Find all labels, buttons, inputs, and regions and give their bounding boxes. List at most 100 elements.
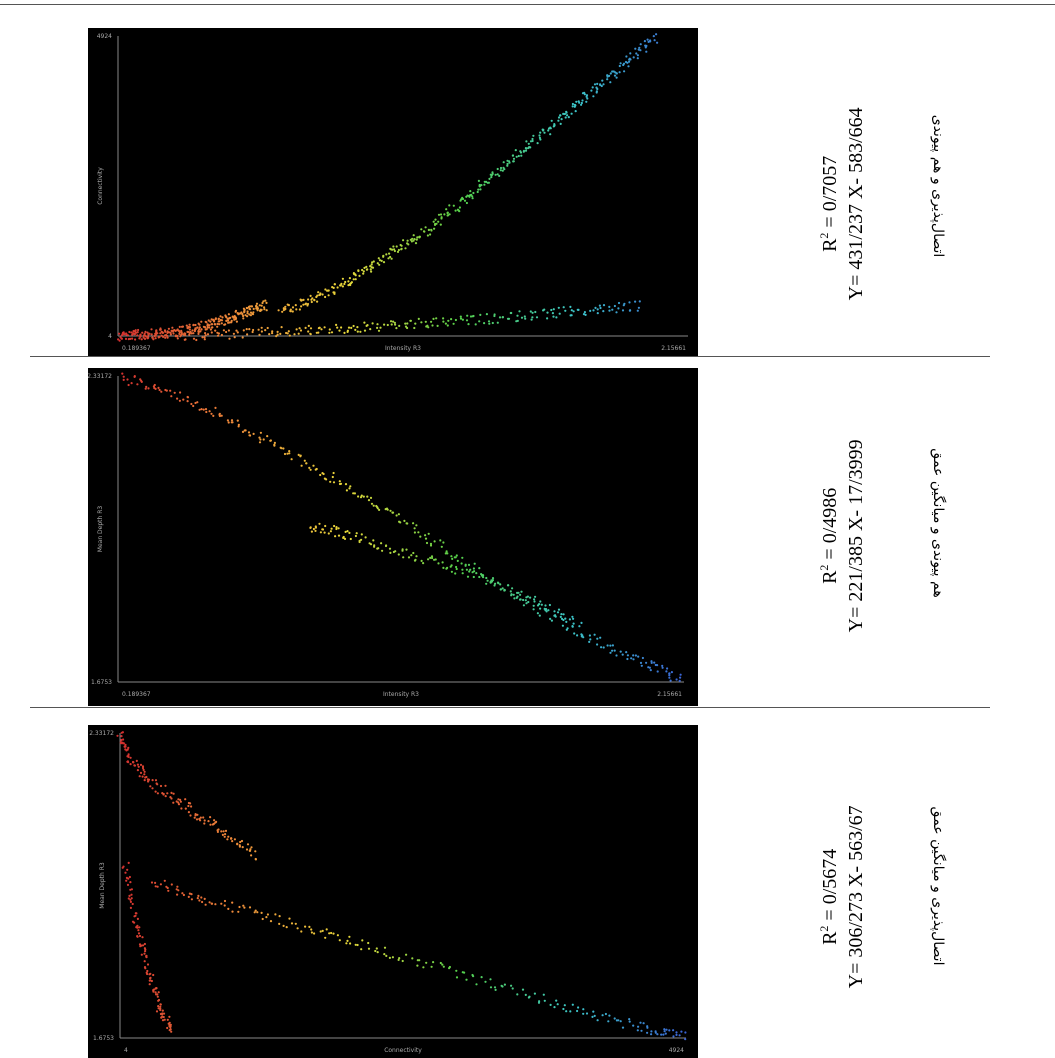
data-point [330, 931, 333, 935]
data-point [136, 763, 139, 766]
data-point [348, 487, 351, 490]
data-point [442, 541, 445, 544]
data-point [588, 640, 591, 643]
data-point [178, 325, 181, 328]
data-point [516, 314, 519, 317]
data-point [222, 329, 225, 332]
data-point [501, 169, 504, 172]
data-point [293, 333, 296, 336]
data-point [152, 973, 155, 977]
data-point [636, 54, 640, 57]
data-point [133, 921, 136, 924]
data-point [466, 314, 469, 317]
data-point [549, 126, 552, 129]
data-point [435, 222, 438, 225]
y-tick-label-min: 1.6753 [93, 1035, 114, 1042]
data-point [225, 319, 228, 322]
data-point [159, 1005, 162, 1008]
data-point [127, 861, 130, 864]
data-point [391, 248, 394, 251]
data-point [273, 444, 276, 447]
data-point [352, 492, 355, 495]
data-point [131, 760, 135, 764]
data-point [615, 72, 618, 75]
data-point [369, 543, 373, 546]
data-point [324, 524, 327, 528]
data-point [645, 661, 648, 664]
data-point [200, 896, 203, 899]
data-point [159, 328, 162, 331]
data-point [356, 326, 359, 329]
data-point [146, 963, 150, 966]
data-point [246, 307, 249, 310]
data-point [376, 323, 379, 326]
data-point [220, 333, 223, 337]
data-point [580, 101, 583, 105]
data-point [169, 333, 172, 336]
data-point [534, 310, 537, 314]
data-point [493, 314, 496, 318]
data-point [262, 438, 265, 441]
data-point [675, 1033, 678, 1036]
data-point [558, 312, 561, 315]
data-point [217, 320, 220, 323]
data-point [171, 326, 174, 329]
data-point [401, 959, 404, 963]
data-point [258, 436, 261, 439]
data-point [143, 942, 146, 946]
data-point [508, 160, 511, 163]
data-point [498, 316, 502, 319]
data-point [188, 333, 191, 336]
data-point [180, 331, 183, 334]
data-point [468, 195, 471, 198]
data-point [210, 331, 213, 334]
data-point [645, 44, 648, 47]
data-point [380, 259, 383, 262]
data-point [446, 211, 449, 214]
data-point [276, 330, 279, 333]
data-point [161, 331, 164, 334]
data-point [333, 292, 336, 295]
data-point [473, 562, 476, 565]
data-point [134, 912, 137, 915]
data-point [347, 280, 350, 283]
data-point [377, 257, 380, 260]
data-point [357, 269, 360, 272]
data-point [461, 568, 464, 571]
data-point [242, 317, 245, 320]
data-point [336, 326, 339, 329]
data-point [163, 879, 166, 882]
data-point [663, 1030, 666, 1033]
data-point [233, 336, 236, 339]
data-point [139, 763, 143, 766]
data-point [137, 932, 141, 935]
data-point [181, 325, 184, 328]
data-point [279, 332, 282, 335]
data-point [173, 391, 176, 394]
data-point [231, 901, 234, 904]
data-point [190, 805, 193, 808]
data-point [241, 336, 244, 339]
data-point [367, 947, 371, 950]
data-point [571, 1003, 574, 1006]
data-point [223, 835, 226, 838]
data-point [325, 928, 328, 931]
data-point [402, 239, 405, 242]
data-point [147, 780, 150, 783]
data-point [257, 328, 260, 331]
data-point [328, 932, 331, 935]
data-point [563, 112, 566, 116]
data-point [231, 315, 234, 318]
data-point [204, 903, 207, 906]
data-point [136, 383, 139, 386]
data-point [227, 329, 230, 332]
data-point [412, 551, 415, 555]
data-point [201, 336, 204, 339]
data-point [634, 300, 637, 303]
data-point [319, 473, 322, 477]
data-point [192, 337, 196, 340]
data-point [609, 72, 612, 75]
data-point [134, 338, 137, 341]
data-point [129, 756, 132, 759]
data-point [369, 496, 373, 499]
